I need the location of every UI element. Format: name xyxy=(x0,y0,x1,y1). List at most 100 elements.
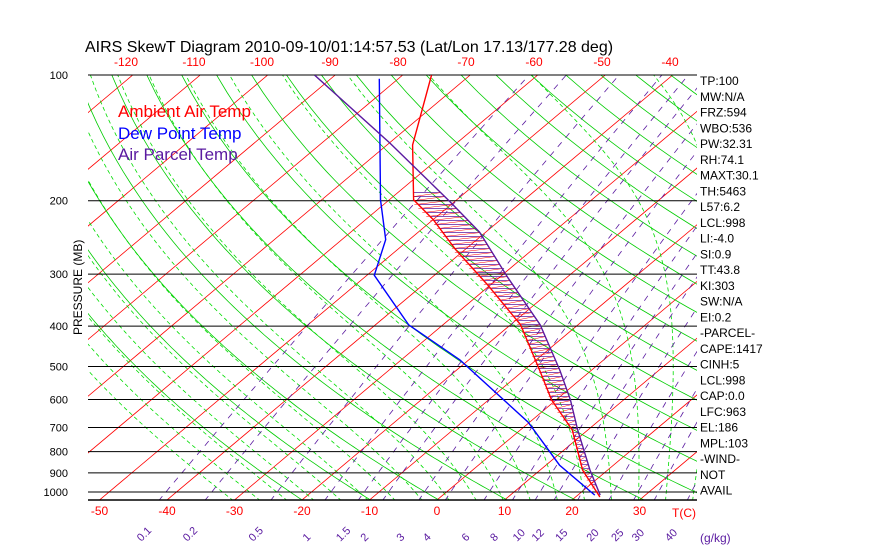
index-item: -PARCEL- xyxy=(700,326,755,340)
cape-hatch-diagonal xyxy=(522,328,542,333)
mixing-ratio-tick-label: 0.5 xyxy=(247,525,266,544)
mixing-ratio-line xyxy=(653,421,697,500)
top-temp-tick-label: -70 xyxy=(457,55,475,69)
cape-hatch-diagonal xyxy=(548,392,568,397)
mixing-ratio-line xyxy=(324,75,663,500)
cape-hatch-diagonal xyxy=(413,192,441,197)
ambient-temp-line xyxy=(411,75,601,498)
moist-adiabat-line xyxy=(88,286,315,500)
isotherm-line xyxy=(504,337,697,500)
top-temp-tick-label: -40 xyxy=(661,55,679,69)
legend-ambient: Ambient Air Temp xyxy=(118,102,251,121)
mixing-ratio-tick-label: 1 xyxy=(301,531,314,544)
index-item: LFC:963 xyxy=(700,405,746,419)
moist-adiabat-line xyxy=(148,75,504,500)
cape-hatch-diagonal xyxy=(589,480,595,485)
dry-adiabat-line xyxy=(216,75,697,462)
pressure-tick-label: 600 xyxy=(50,395,68,407)
pressure-gridlines xyxy=(88,74,697,501)
legend-parcel: Air Parcel Temp xyxy=(118,145,238,164)
isotherm-line xyxy=(88,75,133,114)
mixing-ratio-line xyxy=(511,225,697,500)
bottom-temp-tick-label: 10 xyxy=(498,504,512,518)
cape-hatch-diagonal xyxy=(533,356,555,361)
cape-hatch-diagonal xyxy=(538,368,560,373)
dry-adiabat-line xyxy=(181,75,697,494)
moist-adiabat-line xyxy=(229,75,558,500)
moist-adiabat-line xyxy=(88,254,342,500)
moist-adiabat-line xyxy=(88,179,396,500)
mixing-ratio-tick-label: 12 xyxy=(530,527,547,544)
mixing-ratio-tick-label: 4 xyxy=(421,531,434,544)
cape-hatch-diagonal xyxy=(523,332,544,337)
dry-adiabat-line xyxy=(88,312,303,500)
mixing-ratio-line xyxy=(444,150,697,500)
index-item: CAPE:1417 xyxy=(700,342,763,356)
cape-hatch-diagonal xyxy=(433,220,469,225)
mixing-ratio-tick-label: 10 xyxy=(511,527,528,544)
cape-hatch-diagonal xyxy=(546,388,567,393)
dry-adiabat-line xyxy=(391,75,697,313)
mixing-ratio-line xyxy=(357,75,689,500)
dry-adiabat-line xyxy=(356,75,697,342)
cape-hatch-diagonal xyxy=(493,292,519,297)
bottom-temp-tick-label: 30 xyxy=(633,504,647,518)
moist-adiabat-line xyxy=(185,75,531,500)
top-temp-tick-label: -100 xyxy=(250,55,274,69)
top-temp-tick-label: -90 xyxy=(321,55,339,69)
cape-hatch-diagonal xyxy=(528,344,549,349)
cape-hatch-diagonal xyxy=(458,252,493,257)
cape-hatch-diagonal xyxy=(461,256,495,261)
index-item: LI:-4.0 xyxy=(700,232,734,246)
isotherm-line xyxy=(0,75,65,500)
index-item: LCL:998 xyxy=(700,216,746,230)
parcel-temp-line xyxy=(314,75,601,496)
moist-adiabat-line xyxy=(347,75,612,500)
index-item: KI:303 xyxy=(700,279,735,293)
pressure-tick-label: 1000 xyxy=(44,487,68,499)
cape-hatch-diagonal xyxy=(527,340,548,345)
index-item: SW:N/A xyxy=(700,295,742,309)
isotherm-line xyxy=(775,75,870,500)
dry-adiabat-line xyxy=(461,75,697,257)
index-item: MW:N/A xyxy=(700,90,744,104)
cape-hatch-diagonal xyxy=(442,232,480,237)
cape-hatch-diagonal xyxy=(497,296,521,301)
dry-adiabat-line xyxy=(426,75,697,285)
isotherm-line xyxy=(234,110,697,500)
moist-adiabat-line xyxy=(90,75,450,500)
cape-hatch-diagonal xyxy=(480,276,508,281)
dry-adiabat-line xyxy=(286,75,697,401)
mixing-ratio-unit: (g/kg) xyxy=(700,531,731,545)
bottom-temp-tick-label: -40 xyxy=(158,504,176,518)
isotherm-line xyxy=(99,75,606,500)
mixing-ratio-tick-label: 0.1 xyxy=(135,525,154,544)
pressure-tick-label: 500 xyxy=(50,362,68,374)
dry-adiabat-line xyxy=(146,75,645,500)
dry-adiabat-line xyxy=(741,75,870,501)
cape-hatch-diagonal xyxy=(568,424,577,429)
cape-hatch-diagonal xyxy=(472,268,503,273)
cape-hatch-diagonal xyxy=(426,212,461,217)
dry-adiabat-line xyxy=(635,75,697,122)
mixing-ratio-tick-label: 0.2 xyxy=(181,525,200,544)
mixing-ratio-tick-label: 20 xyxy=(585,527,602,544)
isotherm-line xyxy=(88,75,538,454)
mixing-ratio-tick-label: 40 xyxy=(663,527,680,544)
moist-adiabat-line xyxy=(88,130,423,500)
cape-hatch-diagonal xyxy=(490,288,516,293)
mixing-ratio-tick-label: 25 xyxy=(609,527,626,544)
dry-adiabat-line xyxy=(88,249,372,500)
pressure-tick-label: 900 xyxy=(50,468,68,480)
isotherm-line xyxy=(88,75,268,227)
index-item: RH:74.1 xyxy=(700,153,744,167)
pressure-tick-label: 400 xyxy=(50,321,68,333)
isotherm-line xyxy=(166,75,673,500)
top-temp-tick-label: -80 xyxy=(389,55,407,69)
profile-curves xyxy=(314,75,601,498)
cape-hatch-diagonal xyxy=(418,204,453,209)
top-temp-tick-label: -120 xyxy=(114,55,138,69)
cape-hatch-diagonal xyxy=(532,352,553,357)
cape-hatch-diagonal xyxy=(542,376,563,381)
